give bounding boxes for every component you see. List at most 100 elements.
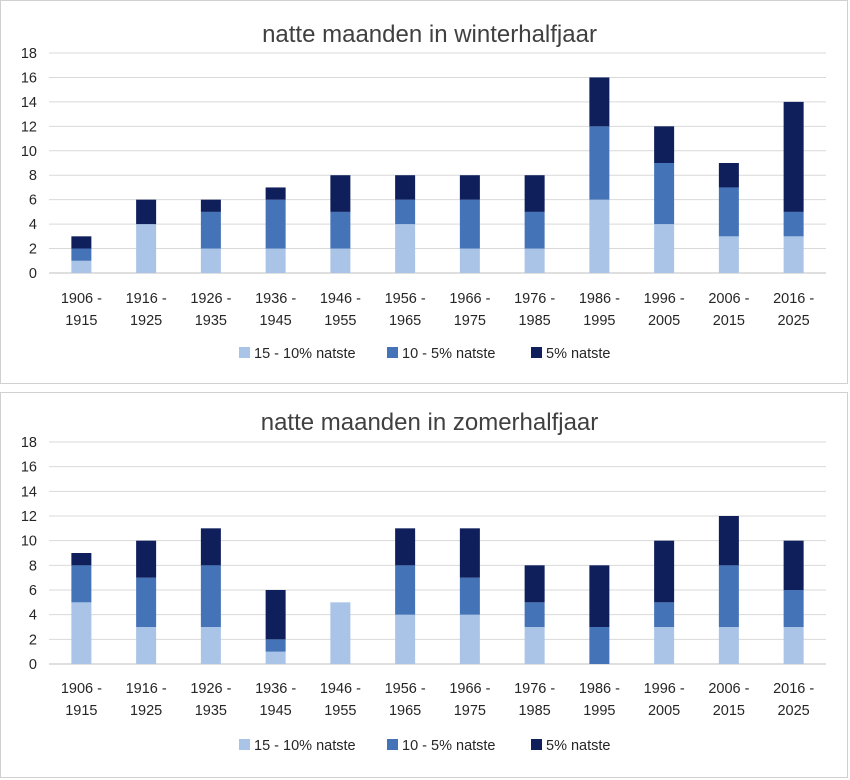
- bar-segment: [200, 211, 221, 249]
- bar-segment: [395, 224, 416, 273]
- bar-segment: [395, 199, 416, 225]
- bar-segment: [654, 224, 675, 273]
- bar-segment: [718, 565, 739, 627]
- x-tick-label: 1995: [583, 703, 615, 719]
- bar-segment: [330, 602, 351, 664]
- bar-segment: [718, 627, 739, 664]
- x-tick-label: 2025: [777, 703, 809, 719]
- legend-swatch: [531, 739, 542, 750]
- x-tick-label: 1966 -: [449, 291, 490, 307]
- y-tick-label: 0: [29, 266, 37, 282]
- bar-segment: [459, 248, 480, 273]
- y-tick-label: 6: [29, 583, 37, 599]
- bar-segment: [718, 187, 739, 237]
- bar-segment: [265, 199, 286, 249]
- y-tick-label: 18: [21, 46, 37, 62]
- bar-segment: [524, 248, 545, 273]
- bar-segment: [524, 602, 545, 627]
- winter-chart: natte maanden in winterhalfjaar 0 2 4 6 8 10 12…: [21, 21, 826, 362]
- x-tick-label: 1965: [389, 313, 421, 329]
- x-tick-label: 1956 -: [385, 681, 426, 697]
- bar-segment: [200, 199, 221, 212]
- bar-segment: [265, 248, 286, 273]
- y-tick-label: 14: [21, 95, 37, 111]
- bar-segment: [330, 211, 351, 249]
- bar-segment: [395, 614, 416, 664]
- legend-swatch: [531, 347, 542, 358]
- x-tick-label: 2006 -: [708, 291, 749, 307]
- legend-label: 15 - 10% natste: [254, 738, 356, 754]
- x-tick-label: 1976 -: [514, 681, 555, 697]
- x-tick-label: 1945: [259, 313, 291, 329]
- bar-segment: [654, 540, 675, 603]
- legend-label: 5% natste: [546, 738, 611, 754]
- x-tick-label: 1956 -: [385, 291, 426, 307]
- bar-segment: [459, 577, 480, 615]
- bar-segment: [654, 627, 675, 664]
- y-tick-label: 16: [21, 460, 37, 476]
- chart-title: natte maanden in winterhalfjaar: [262, 21, 597, 48]
- y-tick-label: 12: [21, 119, 37, 135]
- bar-segment: [783, 101, 804, 212]
- y-tick-label: 16: [21, 70, 37, 86]
- x-tick-label: 1936 -: [255, 681, 296, 697]
- y-tick-label: 2: [29, 632, 37, 648]
- bar-segment: [71, 260, 92, 273]
- legend-swatch: [387, 739, 398, 750]
- x-tick-label: 2006 -: [708, 681, 749, 697]
- bar-segment: [783, 211, 804, 237]
- x-tick-label: 1925: [130, 703, 162, 719]
- bar-segment: [265, 651, 286, 664]
- x-tick-label: 1916 -: [126, 681, 167, 697]
- x-tick-label: 1926 -: [190, 681, 231, 697]
- chart-title: natte maanden in zomerhalfjaar: [261, 409, 599, 436]
- bar-segment: [589, 126, 610, 200]
- bar-segment: [395, 528, 416, 566]
- bar-segment: [654, 602, 675, 627]
- bar-segment: [524, 211, 545, 249]
- y-tick-label: 8: [29, 558, 37, 574]
- bar-segment: [200, 627, 221, 664]
- y-tick-label: 18: [21, 435, 37, 451]
- bar-segment: [136, 199, 157, 225]
- x-tick-label: 1985: [518, 313, 550, 329]
- legend-label: 10 - 5% natste: [402, 346, 496, 362]
- bar-segment: [459, 175, 480, 200]
- x-tick-label: 1986 -: [579, 681, 620, 697]
- bar-segment: [71, 553, 92, 566]
- x-tick-label: 1926 -: [190, 291, 231, 307]
- x-tick-label: 2005: [648, 313, 680, 329]
- x-tick-label: 1955: [324, 703, 356, 719]
- bar-segment: [783, 540, 804, 590]
- y-tick-label: 2: [29, 242, 37, 258]
- x-tick-label: 1916 -: [126, 291, 167, 307]
- x-tick-label: 1906 -: [61, 291, 102, 307]
- x-tick-label: 1935: [195, 313, 227, 329]
- summer-chart-panel: natte maanden in zomerhalfjaar 0 2 4 6 8 10 12 1…: [0, 392, 848, 778]
- x-tick-label: 2005: [648, 703, 680, 719]
- bar-segment: [783, 236, 804, 273]
- x-tick-label: 1945: [259, 703, 291, 719]
- y-tick-label: 10: [21, 144, 37, 160]
- bar-segment: [71, 248, 92, 261]
- bar-segment: [524, 627, 545, 664]
- y-tick-label: 4: [29, 608, 37, 624]
- x-tick-label: 1906 -: [61, 681, 102, 697]
- legend-swatch: [239, 347, 250, 358]
- bar-segment: [330, 248, 351, 273]
- x-tick-label: 1946 -: [320, 291, 361, 307]
- legend-label: 5% natste: [546, 346, 611, 362]
- y-tick-label: 10: [21, 534, 37, 550]
- y-tick-label: 0: [29, 657, 37, 673]
- winter-chart-panel: natte maanden in winterhalfjaar 0 2 4 6 8 10 12…: [0, 0, 848, 384]
- bar-segment: [136, 540, 157, 578]
- bar-segment: [654, 126, 675, 163]
- bar-segment: [783, 627, 804, 664]
- x-tick-label: 1915: [65, 703, 97, 719]
- x-tick-label: 1955: [324, 313, 356, 329]
- x-tick-label: 1935: [195, 703, 227, 719]
- bar-segment: [71, 565, 92, 603]
- bar-segment: [200, 565, 221, 627]
- x-tick-label: 1975: [454, 313, 486, 329]
- bar-segment: [200, 248, 221, 273]
